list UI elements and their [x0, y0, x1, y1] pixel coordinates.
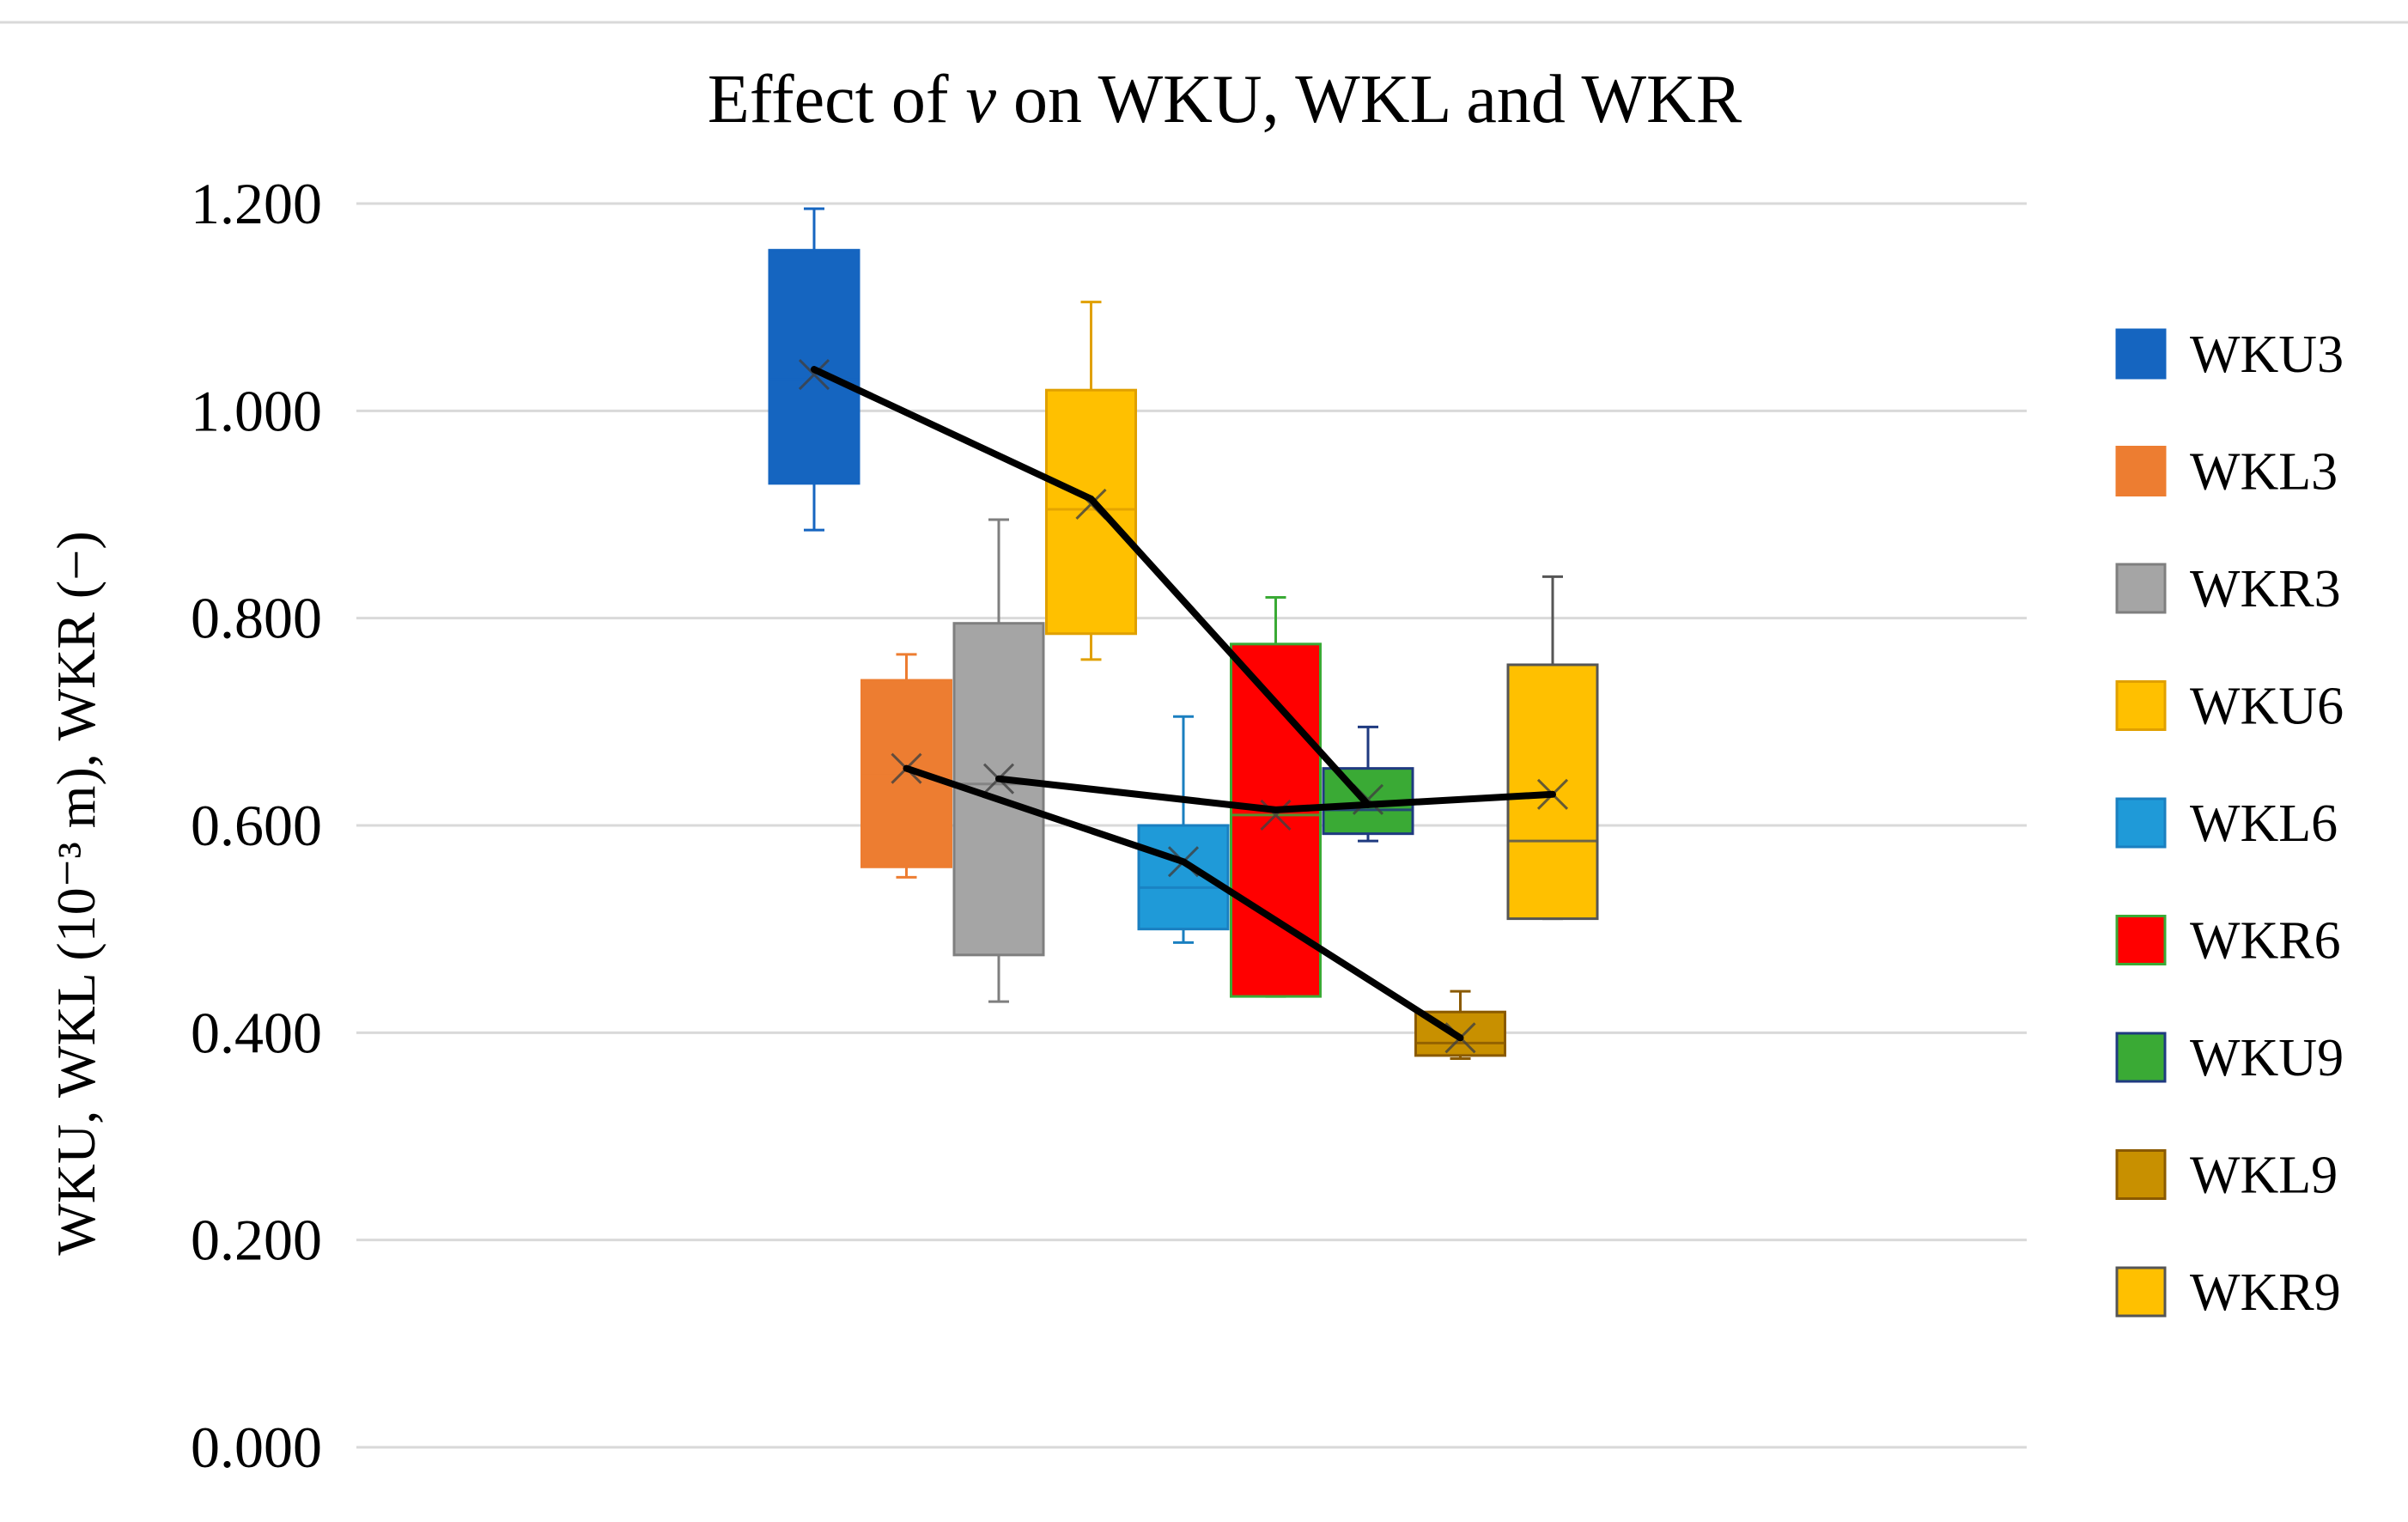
box-wkl6 [1137, 715, 1230, 944]
legend: WKU3 WKL3 WKR3 WKU6 WKL6 WKR6 WKU9 WKL9 WKR9 [2115, 326, 2344, 1322]
iqr-box [1045, 388, 1137, 636]
box-wkr3 [952, 518, 1045, 1003]
legend-label: WKR6 [2190, 912, 2341, 971]
box-wkl3 [860, 653, 952, 879]
legend-item-wku6: WKU6 [2115, 678, 2344, 736]
legend-label: WKU6 [2190, 678, 2344, 736]
y-tick-labels: 0.000 0.200 0.400 0.600 0.800 1.000 1.200 [191, 171, 322, 1480]
y-tick-label: 0.000 [191, 1415, 322, 1480]
legend-label: WKL3 [2190, 443, 2338, 502]
y-tick-label: 1.000 [191, 378, 322, 443]
y-tick-label: 0.400 [191, 1000, 322, 1065]
legend-item-wkr6: WKR6 [2115, 912, 2341, 971]
legend-label: WKL9 [2190, 1147, 2338, 1205]
box-series [768, 207, 1599, 1060]
mean-marker [1260, 799, 1292, 831]
legend-label: WKR9 [2190, 1263, 2341, 1322]
trend-line [903, 764, 1464, 1042]
trend-line [811, 366, 1371, 808]
legend-label: WKU3 [2190, 326, 2344, 384]
trend-line [995, 775, 1556, 813]
legend-label: WKU9 [2190, 1029, 2344, 1087]
legend-swatch [2115, 563, 2167, 614]
legend-label: WKR3 [2190, 560, 2341, 618]
legend-swatch [2115, 680, 2167, 731]
box-wkl9 [1414, 989, 1506, 1060]
legend-item-wkl3: WKL3 [2115, 443, 2338, 502]
legend-swatch [2115, 1032, 2167, 1083]
y-tick-label: 0.200 [191, 1208, 322, 1273]
legend-swatch [2115, 915, 2167, 965]
legend-swatch [2115, 1266, 2167, 1318]
y-axis-title: WKU, WKL (10⁻³ m), WKR (−) [46, 531, 106, 1255]
legend-swatch [2115, 328, 2167, 380]
legend-item-wkl9: WKL9 [2115, 1147, 2338, 1205]
chart-title: Effect of v on WKU, WKL and WKR [708, 62, 1742, 137]
title-part: v [966, 62, 997, 137]
y-tick-label: 1.200 [191, 171, 322, 236]
mean-marker [798, 359, 830, 391]
legend-label: WKL6 [2190, 794, 2338, 853]
legend-swatch [2115, 797, 2167, 849]
y-tick-label: 0.800 [191, 586, 322, 651]
title-part: Effect of [708, 62, 966, 137]
title-part: on WKU, WKL and WKR [996, 62, 1742, 137]
legend-item-wku3: WKU3 [2115, 326, 2344, 384]
legend-swatch [2115, 446, 2167, 496]
y-tick-label: 0.600 [191, 793, 322, 858]
iqr-box [952, 622, 1045, 957]
legend-item-wkr9: WKR9 [2115, 1263, 2341, 1322]
box-wku6 [1045, 301, 1137, 661]
legend-swatch [2115, 1149, 2167, 1200]
box-wkr9 [1506, 575, 1599, 921]
legend-item-wku9: WKU9 [2115, 1029, 2344, 1087]
iqr-box [860, 679, 952, 868]
box-wku9 [1322, 725, 1414, 843]
iqr-box [1137, 824, 1230, 931]
legend-item-wkl6: WKL6 [2115, 794, 2338, 853]
trend-lines [811, 366, 1556, 1042]
legend-item-wkr3: WKR3 [2115, 560, 2341, 618]
